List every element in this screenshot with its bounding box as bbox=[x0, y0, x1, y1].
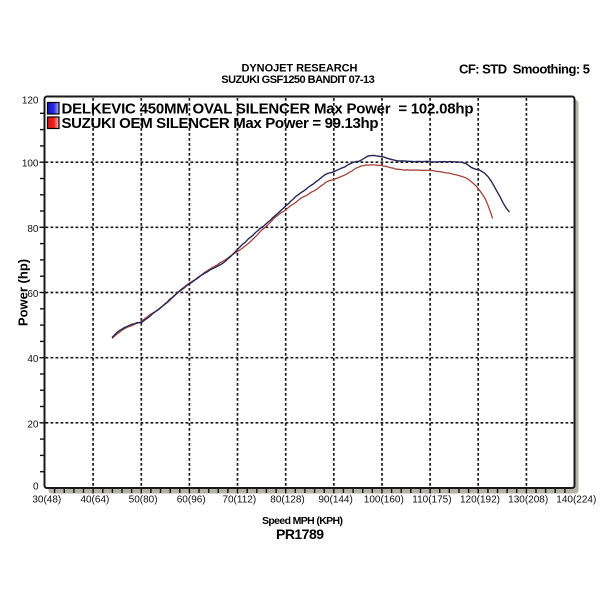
svg-text:70(112): 70(112) bbox=[222, 495, 256, 506]
svg-text:60(96): 60(96) bbox=[177, 495, 206, 506]
svg-text:60: 60 bbox=[27, 289, 39, 300]
svg-text:50(80): 50(80) bbox=[129, 495, 158, 506]
svg-text:20: 20 bbox=[27, 419, 39, 430]
svg-text:0: 0 bbox=[33, 482, 39, 493]
svg-text:PR1789: PR1789 bbox=[276, 526, 324, 542]
svg-text:130(208): 130(208) bbox=[508, 495, 548, 506]
svg-text:100: 100 bbox=[22, 159, 39, 170]
svg-text:40(64): 40(64) bbox=[80, 495, 109, 506]
svg-text:80: 80 bbox=[27, 224, 39, 235]
svg-text:DELKEVIC 450MM OVAL SILENCER M: DELKEVIC 450MM OVAL SILENCER Max Power =… bbox=[62, 101, 474, 118]
svg-text:SUZUKI GSF1250 BANDIT 07-13: SUZUKI GSF1250 BANDIT 07-13 bbox=[221, 74, 375, 86]
svg-text:100(160): 100(160) bbox=[364, 495, 404, 506]
svg-text:Power (hp): Power (hp) bbox=[16, 259, 31, 326]
svg-text:90(144): 90(144) bbox=[318, 495, 352, 506]
svg-text:120: 120 bbox=[22, 96, 39, 107]
svg-text:110(175): 110(175) bbox=[412, 495, 451, 506]
svg-text:CF: STD Smoothing: 5: CF: STD Smoothing: 5 bbox=[459, 61, 590, 76]
svg-text:Speed MPH (KPH): Speed MPH (KPH) bbox=[262, 515, 343, 527]
svg-text:SUZUKI OEM SILENCER Max Power: SUZUKI OEM SILENCER Max Power = 99.13hp bbox=[62, 115, 379, 132]
svg-text:120(192): 120(192) bbox=[460, 495, 500, 506]
svg-text:140(224): 140(224) bbox=[556, 495, 596, 506]
svg-text:40: 40 bbox=[27, 354, 39, 365]
svg-text:30(48): 30(48) bbox=[32, 495, 61, 506]
svg-text:DYNOJET RESEARCH: DYNOJET RESEARCH bbox=[242, 62, 358, 74]
svg-text:80(128): 80(128) bbox=[270, 495, 304, 506]
